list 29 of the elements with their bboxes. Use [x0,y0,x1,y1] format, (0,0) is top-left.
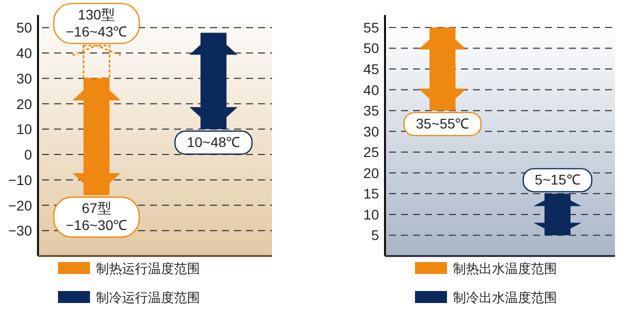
y-tick-label: 45 [363,61,380,78]
legend-label: 制冷出水温度范围 [453,290,557,305]
y-tick-label: −30 [8,222,32,239]
y-tick-label: 55 [363,19,380,36]
y-tick-label: 5 [371,227,380,244]
y-tick-label: 10 [16,121,32,138]
annotation: 5~15℃ [534,172,580,188]
y-tick-label: 40 [16,45,32,62]
y-tick-label: 30 [16,70,32,86]
legend-label: 制冷运行温度范围 [96,290,200,305]
y-tick-label: 0 [24,146,32,163]
y-tick-label: 40 [363,82,380,98]
legend-label: 制热出水温度范围 [453,261,557,276]
annotation: 35~55℃ [416,116,470,132]
y-tick-label: 30 [363,123,380,140]
y-tick-label: 35 [363,102,380,119]
y-tick-label: 15 [363,186,380,202]
y-tick-label: 50 [363,40,380,56]
legend-label: 制热运行温度范围 [96,261,200,276]
y-tick-label: 20 [363,164,380,181]
annotation: 67型 −16~30℃ [66,200,128,234]
annotation: 130型 −16~43℃ [66,6,128,40]
y-tick-label: 20 [16,96,32,112]
y-tick-label: 10 [363,206,380,222]
y-tick-label: 25 [363,144,380,160]
y-tick-label: 50 [16,20,32,36]
y-tick-label: −10 [8,172,32,188]
y-tick-label: −20 [8,197,32,214]
annotation: 10~48℃ [186,134,240,150]
